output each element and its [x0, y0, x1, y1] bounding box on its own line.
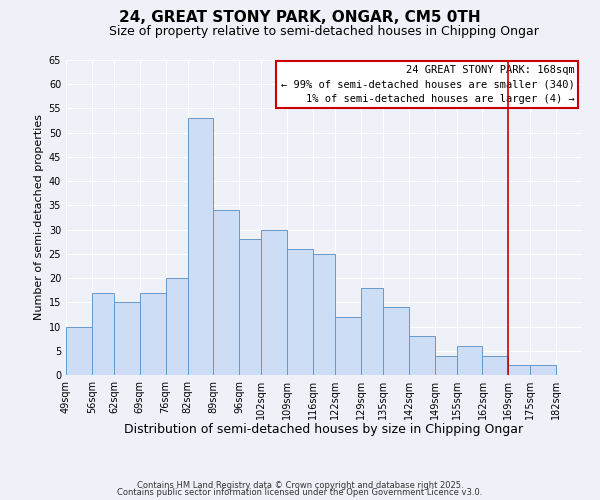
Bar: [530, 366, 556, 375]
Bar: [188, 118, 214, 375]
Bar: [214, 210, 239, 375]
Bar: [262, 230, 287, 375]
Bar: [66, 326, 92, 375]
Bar: [409, 336, 434, 375]
Bar: [140, 292, 166, 375]
Y-axis label: Number of semi-detached properties: Number of semi-detached properties: [34, 114, 44, 320]
Bar: [383, 307, 409, 375]
Bar: [239, 240, 262, 375]
Bar: [335, 317, 361, 375]
Bar: [114, 302, 140, 375]
Bar: [313, 254, 335, 375]
Title: Size of property relative to semi-detached houses in Chipping Ongar: Size of property relative to semi-detach…: [109, 25, 539, 38]
Bar: [361, 288, 383, 375]
Text: 24, GREAT STONY PARK, ONGAR, CM5 0TH: 24, GREAT STONY PARK, ONGAR, CM5 0TH: [119, 10, 481, 25]
Bar: [482, 356, 508, 375]
Text: Contains public sector information licensed under the Open Government Licence v3: Contains public sector information licen…: [118, 488, 482, 497]
Bar: [434, 356, 457, 375]
Bar: [508, 366, 530, 375]
Text: Contains HM Land Registry data © Crown copyright and database right 2025.: Contains HM Land Registry data © Crown c…: [137, 480, 463, 490]
X-axis label: Distribution of semi-detached houses by size in Chipping Ongar: Distribution of semi-detached houses by …: [124, 424, 524, 436]
Bar: [457, 346, 482, 375]
Bar: [92, 292, 114, 375]
Text: 24 GREAT STONY PARK: 168sqm
← 99% of semi-detached houses are smaller (340)
    : 24 GREAT STONY PARK: 168sqm ← 99% of sem…: [281, 64, 574, 104]
Bar: [287, 249, 313, 375]
Bar: [166, 278, 188, 375]
